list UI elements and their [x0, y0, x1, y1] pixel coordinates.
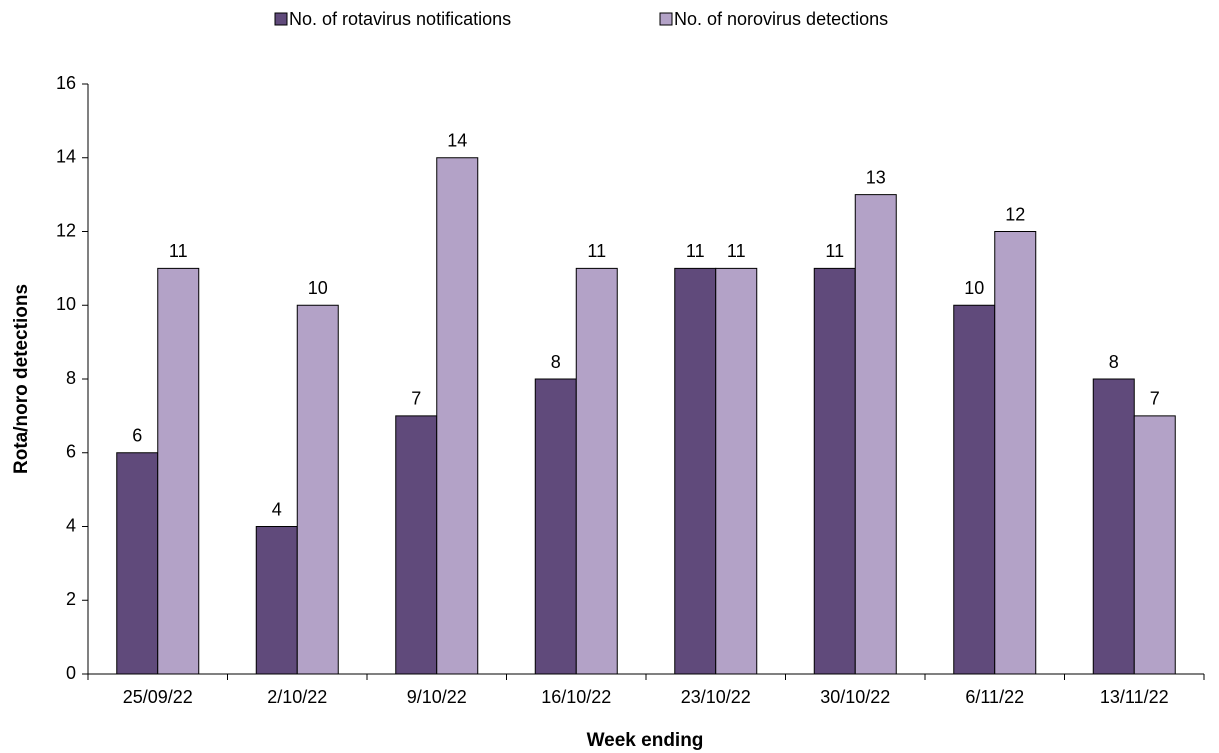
x-tick-label: 30/10/22 [820, 687, 890, 707]
legend-label: No. of rotavirus notifications [289, 9, 511, 29]
data-label: 8 [551, 352, 561, 372]
data-label: 7 [1150, 389, 1160, 409]
bar [534, 378, 577, 675]
bar [116, 452, 159, 675]
data-label: 11 [169, 241, 188, 261]
data-label: 11 [825, 241, 844, 261]
bar [813, 267, 856, 675]
x-tick-label: 25/09/22 [123, 687, 193, 707]
x-axis-title: Week ending [587, 730, 704, 751]
bar [854, 194, 897, 675]
bar [296, 304, 339, 675]
data-label: 11 [727, 241, 746, 261]
x-tick-label: 9/10/22 [407, 687, 467, 707]
x-tick-label: 16/10/22 [541, 687, 611, 707]
y-tick-label: 4 [66, 515, 76, 535]
bar [994, 231, 1037, 675]
data-label: 10 [964, 278, 984, 298]
data-label: 12 [1005, 204, 1025, 224]
data-label: 7 [411, 389, 421, 409]
bar [953, 304, 996, 675]
data-label: 4 [272, 499, 282, 519]
y-tick-label: 12 [56, 220, 76, 240]
y-tick-label: 2 [66, 589, 76, 609]
data-label: 10 [308, 278, 328, 298]
legend-swatch [659, 12, 673, 26]
data-label: 13 [866, 167, 886, 187]
bar [1092, 378, 1135, 675]
x-tick-label: 23/10/22 [681, 687, 751, 707]
legend-swatch [274, 12, 288, 26]
y-tick-label: 14 [56, 147, 76, 167]
data-label: 8 [1109, 352, 1119, 372]
y-tick-label: 0 [66, 663, 76, 683]
x-tick-label: 6/11/22 [965, 687, 1024, 707]
y-tick-label: 16 [56, 73, 76, 93]
data-label: 11 [686, 241, 705, 261]
x-tick-label: 13/11/22 [1100, 687, 1169, 707]
data-label: 11 [587, 241, 606, 261]
y-tick-label: 8 [66, 368, 76, 388]
data-label: 6 [132, 426, 142, 446]
bar [436, 157, 479, 675]
bar [575, 267, 618, 675]
legend-label: No. of norovirus detections [674, 9, 888, 29]
y-tick-label: 10 [56, 294, 76, 314]
y-axis-title: Rota/noro detections [11, 284, 32, 474]
bar [674, 267, 717, 675]
bar [715, 267, 758, 675]
bar [255, 526, 298, 675]
y-tick-label: 6 [66, 442, 76, 462]
bar [1133, 415, 1176, 675]
x-tick-label: 2/10/22 [267, 687, 327, 707]
bar [157, 267, 200, 675]
data-label: 14 [447, 131, 467, 151]
bar [395, 415, 438, 675]
